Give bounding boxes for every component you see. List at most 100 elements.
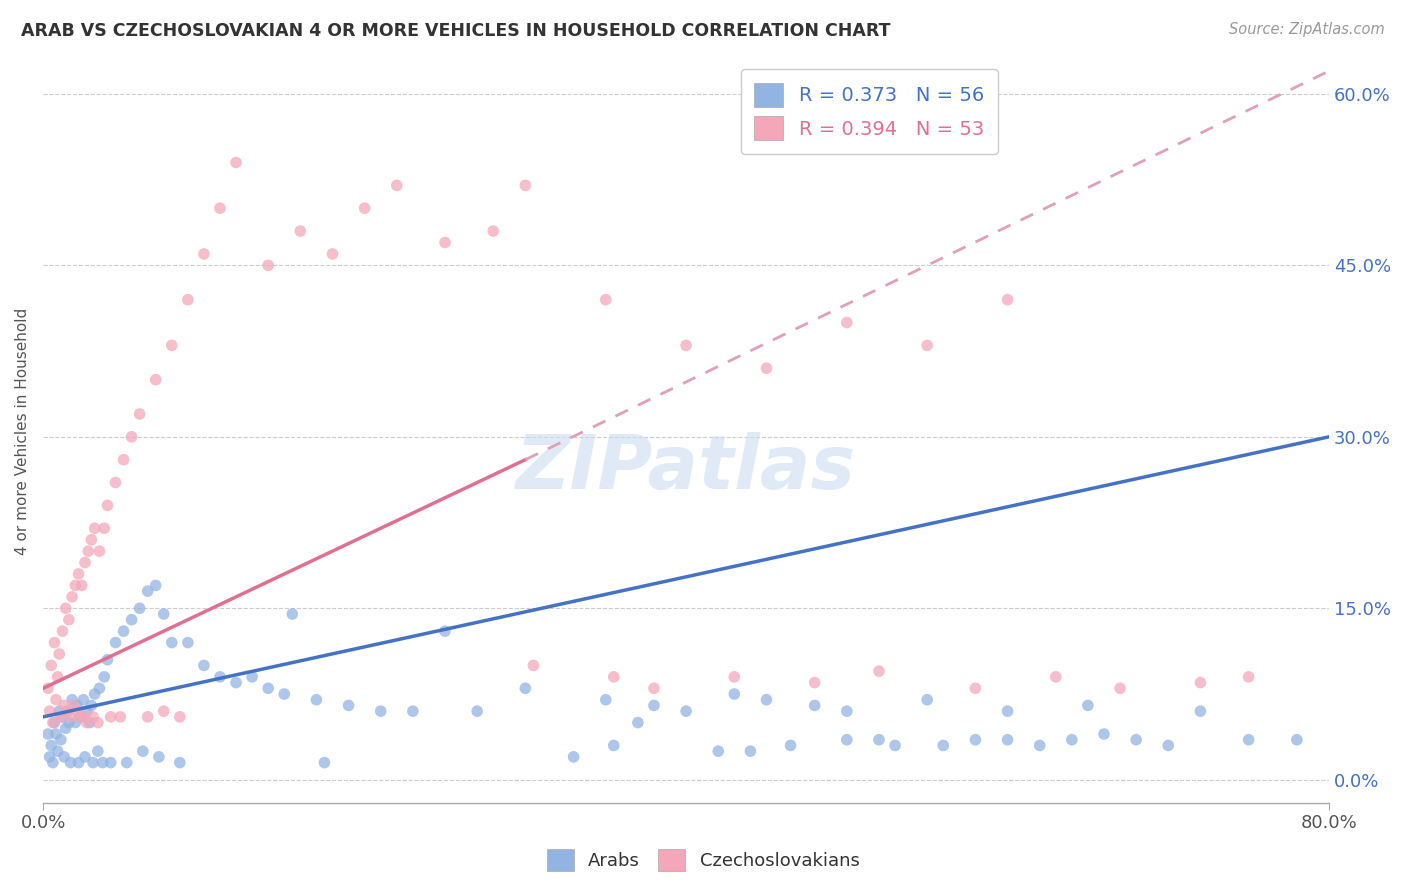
Point [755,692,778,706]
Point [37,727,59,741]
Point [69,710,91,724]
Point [67,566,90,581]
Point [51,624,73,639]
Point [675,338,697,352]
Point [83,687,105,701]
Point [49,710,72,724]
Point [72,692,94,706]
Point [177,293,200,307]
Point [225,675,247,690]
Point [93,521,115,535]
Point [48,704,70,718]
Point [76,715,98,730]
Point [160,635,183,649]
Point [1189,704,1212,718]
Point [55,601,77,615]
Point [997,293,1019,307]
Point [145,578,167,592]
Point [402,704,425,718]
Point [305,692,328,706]
Point [37,681,59,696]
Point [70,578,93,592]
Point [779,739,801,753]
Point [193,658,215,673]
Point [152,704,174,718]
Point [755,361,778,376]
Point [160,338,183,352]
Point [45,692,67,706]
Text: ZIPatlas: ZIPatlas [516,432,856,505]
Point [522,658,544,673]
Point [110,710,132,724]
Point [46,744,69,758]
Point [55,721,77,735]
Point [89,544,111,558]
Point [353,201,375,215]
Point [595,293,617,307]
Point [868,732,890,747]
Point [53,698,76,713]
Point [273,687,295,701]
Point [932,739,955,753]
Point [56,704,79,718]
Point [49,732,72,747]
Point [1285,732,1308,747]
Point [62,698,84,713]
Point [67,756,90,770]
Point [643,698,665,713]
Point [87,744,110,758]
Point [128,407,150,421]
Point [48,647,70,661]
Point [193,247,215,261]
Point [595,692,617,706]
Text: Source: ZipAtlas.com: Source: ZipAtlas.com [1229,22,1385,37]
Point [66,698,89,713]
Point [79,715,101,730]
Point [868,664,890,678]
Point [44,635,66,649]
Point [675,704,697,718]
Point [45,727,67,741]
Point [100,710,122,724]
Point [112,452,135,467]
Point [707,744,730,758]
Point [915,338,938,352]
Legend: Arabs, Czechoslovakians: Arabs, Czechoslovakians [540,842,866,879]
Point [965,681,987,696]
Point [314,756,336,770]
Point [208,670,231,684]
Point [803,675,825,690]
Point [1045,670,1067,684]
Point [603,739,626,753]
Point [59,756,82,770]
Point [281,607,304,621]
Point [723,687,745,701]
Point [56,704,79,718]
Point [835,732,858,747]
Legend: R = 0.373   N = 56, R = 0.394   N = 53: R = 0.373 N = 56, R = 0.394 N = 53 [741,70,998,153]
Point [58,613,80,627]
Point [121,430,143,444]
Point [208,201,231,215]
Point [42,756,65,770]
Point [562,750,585,764]
Point [740,744,762,758]
Point [59,710,82,724]
Point [104,635,127,649]
Point [915,692,938,706]
Point [482,224,505,238]
Point [73,556,96,570]
Point [100,756,122,770]
Point [643,681,665,696]
Point [58,715,80,730]
Point [136,710,159,724]
Point [515,681,537,696]
Point [997,704,1019,718]
Point [434,235,457,250]
Point [515,178,537,193]
Point [104,475,127,490]
Point [965,732,987,747]
Point [803,698,825,713]
Point [60,692,83,706]
Point [80,533,103,547]
